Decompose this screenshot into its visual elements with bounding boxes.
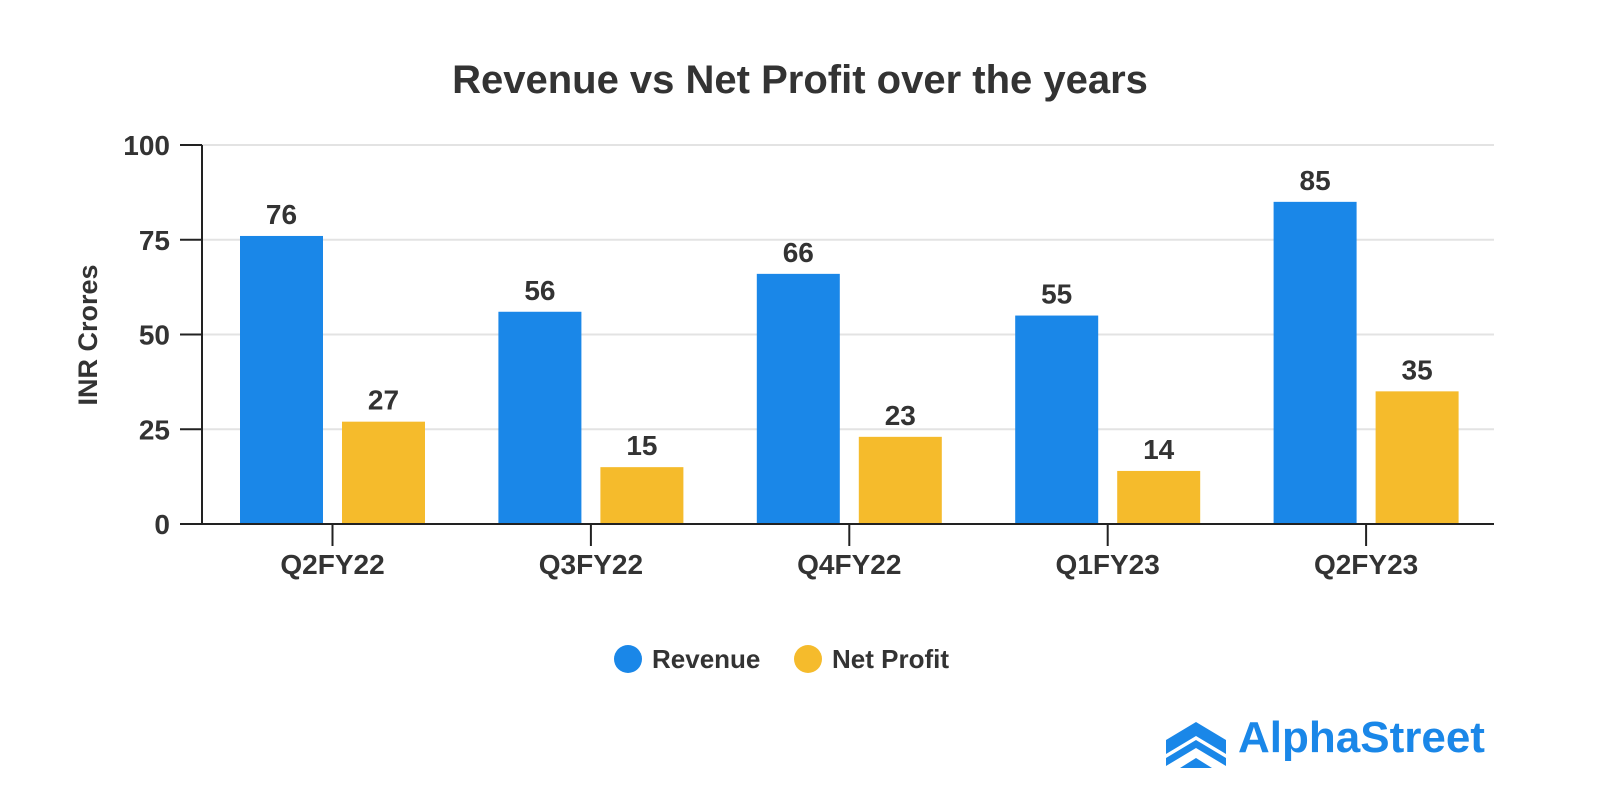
bar-net-profit-q1fy23 xyxy=(1117,470,1201,524)
bar-revenue-q2fy23 xyxy=(1273,201,1357,524)
bar-revenue-q4fy22 xyxy=(756,273,840,524)
axes-layer xyxy=(180,144,1494,546)
x-tick-label: Q2FY23 xyxy=(1314,549,1418,580)
logo-mark-icon-lower xyxy=(1166,740,1226,766)
data-label: 85 xyxy=(1300,165,1331,196)
data-label: 76 xyxy=(266,199,297,230)
y-tick-label: 0 xyxy=(154,509,170,540)
alphastreet-logo: AlphaStreet xyxy=(1166,713,1485,768)
x-tick-label: Q3FY22 xyxy=(539,549,643,580)
bar-net-profit-q2fy23 xyxy=(1375,391,1459,524)
data-label: 23 xyxy=(885,400,916,431)
data-label: 27 xyxy=(368,385,399,416)
data-label: 55 xyxy=(1041,279,1072,310)
x-tick-label: Q1FY23 xyxy=(1056,549,1160,580)
y-tick-label: 100 xyxy=(123,130,170,161)
data-label: 66 xyxy=(783,237,814,268)
bar-net-profit-q2fy22 xyxy=(342,421,425,524)
y-axis-label: INR Crores xyxy=(73,264,103,405)
logo-mark-icon xyxy=(1166,722,1226,754)
bar-revenue-q2fy22 xyxy=(240,235,323,524)
legend-label-revenue: Revenue xyxy=(652,644,760,674)
legend-swatch-revenue xyxy=(614,645,642,673)
y-tick-label: 25 xyxy=(139,414,170,445)
bars-layer xyxy=(240,201,1459,524)
x-tick-label: Q2FY22 xyxy=(280,549,384,580)
logo-mark-icon-base xyxy=(1180,758,1212,768)
labels-layer: 0 25 50 75 100 76 27 Q2FY22 56 15 Q3FY22 66 23 Q4FY22… xyxy=(123,130,1432,580)
bar-net-profit-q3fy22 xyxy=(600,467,684,524)
bar-net-profit-q4fy22 xyxy=(858,436,942,524)
y-tick-label: 50 xyxy=(139,320,170,351)
data-label: 56 xyxy=(524,275,555,306)
data-label: 35 xyxy=(1402,354,1433,385)
bar-revenue-q3fy22 xyxy=(498,311,582,524)
legend: Revenue Net Profit xyxy=(614,644,949,674)
data-label: 14 xyxy=(1143,434,1175,465)
y-tick-label: 75 xyxy=(139,225,170,256)
legend-label-net-profit: Net Profit xyxy=(832,644,949,674)
x-tick-label: Q4FY22 xyxy=(797,549,901,580)
legend-swatch-net-profit xyxy=(794,645,822,673)
chart-title: Revenue vs Net Profit over the years xyxy=(452,58,1148,102)
data-label: 15 xyxy=(626,430,657,461)
logo-text: AlphaStreet xyxy=(1238,713,1485,762)
bar-revenue-q1fy23 xyxy=(1015,315,1099,524)
